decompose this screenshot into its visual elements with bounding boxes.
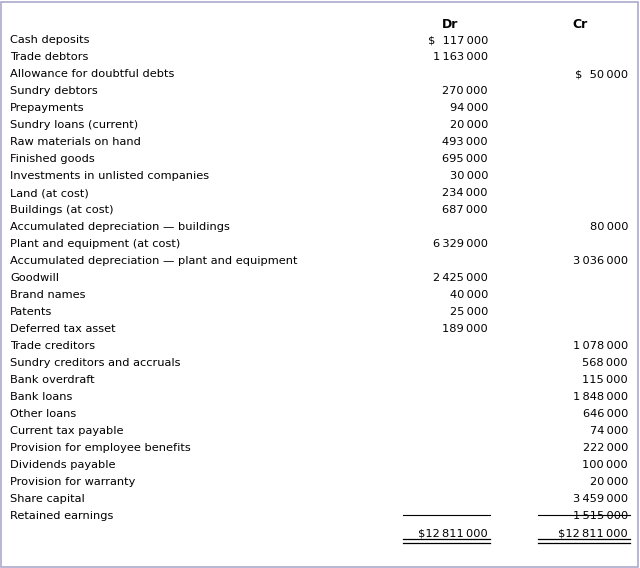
- Text: Finished goods: Finished goods: [10, 154, 95, 164]
- Text: Sundry debtors: Sundry debtors: [10, 86, 98, 96]
- Text: 1 078 000: 1 078 000: [573, 341, 628, 351]
- Text: 6 329 000: 6 329 000: [433, 239, 488, 249]
- Text: Brand names: Brand names: [10, 290, 86, 300]
- Text: Retained earnings: Retained earnings: [10, 511, 113, 521]
- Text: Investments in unlisted companies: Investments in unlisted companies: [10, 171, 209, 181]
- Text: 687 000: 687 000: [442, 205, 488, 215]
- Text: 2 425 000: 2 425 000: [433, 273, 488, 283]
- Text: Bank loans: Bank loans: [10, 392, 72, 402]
- Text: Cash deposits: Cash deposits: [10, 35, 90, 45]
- Text: Land (at cost): Land (at cost): [10, 188, 89, 198]
- Text: 20 000: 20 000: [450, 120, 488, 130]
- Text: Current tax payable: Current tax payable: [10, 426, 124, 436]
- Text: Trade debtors: Trade debtors: [10, 52, 88, 62]
- Text: Share capital: Share capital: [10, 494, 84, 504]
- Text: Cr: Cr: [572, 18, 588, 31]
- Text: 3 036 000: 3 036 000: [573, 256, 628, 266]
- Text: $  50 000: $ 50 000: [575, 69, 628, 79]
- Text: Sundry loans (current): Sundry loans (current): [10, 120, 138, 130]
- Text: $  117 000: $ 117 000: [428, 35, 488, 45]
- Text: 1 163 000: 1 163 000: [433, 52, 488, 62]
- Text: Other loans: Other loans: [10, 409, 76, 419]
- Text: 695 000: 695 000: [442, 154, 488, 164]
- Text: Dividends payable: Dividends payable: [10, 460, 115, 470]
- Text: Raw materials on hand: Raw materials on hand: [10, 137, 141, 147]
- Text: 80 000: 80 000: [589, 222, 628, 232]
- Text: Accumulated depreciation — plant and equipment: Accumulated depreciation — plant and equ…: [10, 256, 298, 266]
- Text: 222 000: 222 000: [582, 443, 628, 453]
- Text: 74 000: 74 000: [589, 426, 628, 436]
- Text: 646 000: 646 000: [582, 409, 628, 419]
- Text: 115 000: 115 000: [582, 375, 628, 385]
- Text: 270 000: 270 000: [442, 86, 488, 96]
- Text: Deferred tax asset: Deferred tax asset: [10, 324, 116, 334]
- Text: 568 000: 568 000: [582, 358, 628, 368]
- Text: $12 811 000: $12 811 000: [558, 529, 628, 539]
- Text: 25 000: 25 000: [450, 307, 488, 317]
- Text: Plant and equipment (at cost): Plant and equipment (at cost): [10, 239, 180, 249]
- Text: Allowance for doubtful debts: Allowance for doubtful debts: [10, 69, 174, 79]
- Text: 30 000: 30 000: [449, 171, 488, 181]
- Text: Bank overdraft: Bank overdraft: [10, 375, 95, 385]
- Text: Prepayments: Prepayments: [10, 103, 84, 113]
- Text: $12 811 000: $12 811 000: [419, 529, 488, 539]
- Text: Trade creditors: Trade creditors: [10, 341, 95, 351]
- Text: Provision for employee benefits: Provision for employee benefits: [10, 443, 191, 453]
- Text: 1 515 000: 1 515 000: [573, 511, 628, 521]
- Text: 40 000: 40 000: [450, 290, 488, 300]
- Text: 189 000: 189 000: [442, 324, 488, 334]
- Text: 234 000: 234 000: [442, 188, 488, 198]
- Text: Accumulated depreciation — buildings: Accumulated depreciation — buildings: [10, 222, 230, 232]
- Text: Sundry creditors and accruals: Sundry creditors and accruals: [10, 358, 180, 368]
- Text: 493 000: 493 000: [442, 137, 488, 147]
- Text: 94 000: 94 000: [450, 103, 488, 113]
- Text: Provision for warranty: Provision for warranty: [10, 477, 136, 487]
- Text: 20 000: 20 000: [589, 477, 628, 487]
- Text: Goodwill: Goodwill: [10, 273, 59, 283]
- Text: 1 848 000: 1 848 000: [573, 392, 628, 402]
- Text: Buildings (at cost): Buildings (at cost): [10, 205, 113, 215]
- Text: Dr: Dr: [442, 18, 458, 31]
- Text: 100 000: 100 000: [582, 460, 628, 470]
- Text: 3 459 000: 3 459 000: [573, 494, 628, 504]
- Text: Patents: Patents: [10, 307, 52, 317]
